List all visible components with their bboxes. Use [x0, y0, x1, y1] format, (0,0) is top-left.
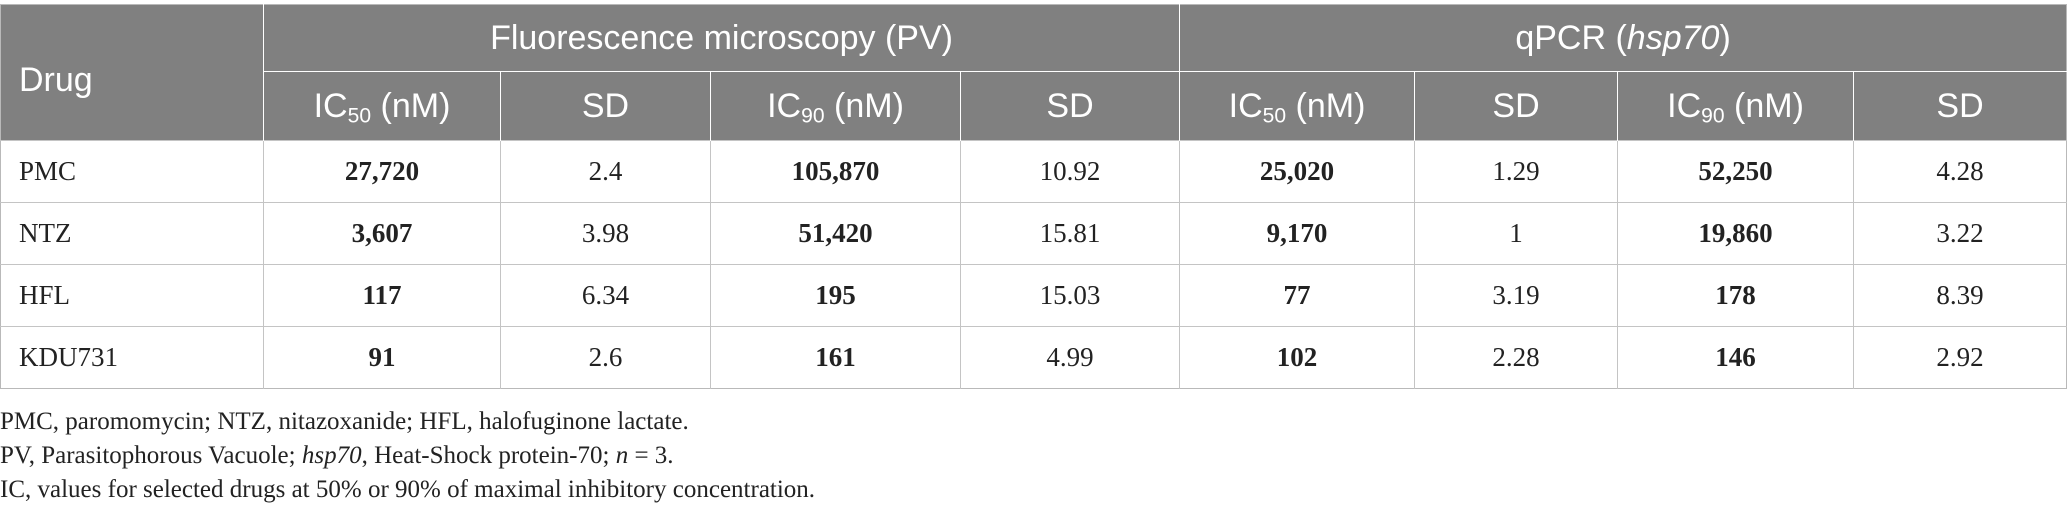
fm-ic50-cell: 27,720 — [263, 140, 501, 203]
q-ic90-cell: 146 — [1617, 326, 1855, 389]
q-sd50-cell: 1.29 — [1414, 140, 1619, 203]
q-ic50-cell: 9,170 — [1179, 202, 1416, 265]
fm-ic90-cell: 51,420 — [710, 202, 961, 265]
drug-cell: NTZ — [0, 202, 264, 265]
fm-sd50-cell: 2.6 — [500, 326, 711, 389]
table-row: NTZ 3,607 3.98 51,420 15.81 9,170 1 19,8… — [0, 202, 2067, 265]
table-footnotes: PMC, paromomycin; NTZ, nitazoxanide; HFL… — [0, 405, 815, 507]
fm-sd50-cell: 6.34 — [500, 264, 711, 327]
q-sd50-cell: 1 — [1414, 202, 1619, 265]
fm-sd90-cell: 15.03 — [960, 264, 1181, 327]
drug-cell: PMC — [0, 140, 264, 203]
col-header-fm-ic50: IC50 (nM) — [263, 71, 501, 141]
q-ic50-cell: 77 — [1179, 264, 1416, 327]
drug-cell: HFL — [0, 264, 264, 327]
q-sd50-cell: 2.28 — [1414, 326, 1619, 389]
footnote-abbreviations: PMC, paromomycin; NTZ, nitazoxanide; HFL… — [0, 408, 689, 435]
q-sd90-cell: 4.28 — [1853, 140, 2067, 203]
group-header-fluorescence: Fluorescence microscopy (PV) — [263, 4, 1181, 72]
table-row: HFL 117 6.34 195 15.03 77 3.19 178 8.39 — [0, 264, 2067, 327]
q-sd90-cell: 8.39 — [1853, 264, 2067, 327]
fm-ic90-cell: 105,870 — [710, 140, 961, 203]
q-sd90-cell: 2.92 — [1853, 326, 2067, 389]
fm-sd90-cell: 4.99 — [960, 326, 1181, 389]
q-ic50-cell: 102 — [1179, 326, 1416, 389]
q-ic90-cell: 52,250 — [1617, 140, 1855, 203]
q-sd90-cell: 3.22 — [1853, 202, 2067, 265]
col-header-q-ic90: IC90 (nM) — [1617, 71, 1855, 141]
fm-ic50-cell: 3,607 — [263, 202, 501, 265]
header-row-columns: IC50 (nM) SD IC90 (nM) SD IC50 (nM) SD I… — [1, 71, 2067, 141]
fm-ic50-cell: 117 — [263, 264, 501, 327]
fm-sd50-cell: 2.4 — [500, 140, 711, 203]
drug-cell: KDU731 — [0, 326, 264, 389]
q-sd50-cell: 3.19 — [1414, 264, 1619, 327]
fm-sd90-cell: 10.92 — [960, 140, 1181, 203]
col-header-q-sd50: SD — [1414, 71, 1619, 141]
footnote-pv-hsp70: PV, Parasitophorous Vacuole; hsp70, Heat… — [0, 442, 674, 469]
fm-ic50-cell: 91 — [263, 326, 501, 389]
fm-sd50-cell: 3.98 — [500, 202, 711, 265]
fm-sd90-cell: 15.81 — [960, 202, 1181, 265]
q-ic90-cell: 178 — [1617, 264, 1855, 327]
fm-ic90-cell: 195 — [710, 264, 961, 327]
col-header-fm-ic90: IC90 (nM) — [710, 71, 961, 141]
q-ic90-cell: 19,860 — [1617, 202, 1855, 265]
col-header-fm-sd50: SD — [500, 71, 711, 141]
drug-header: Drug — [0, 4, 264, 141]
header-row-groups: Drug Fluorescence microscopy (PV) qPCR (… — [0, 4, 2067, 141]
ic-results-table: Drug Fluorescence microscopy (PV) qPCR (… — [0, 4, 2068, 389]
q-ic50-cell: 25,020 — [1179, 140, 1416, 203]
col-header-fm-sd90: SD — [960, 71, 1181, 141]
col-header-q-ic50: IC50 (nM) — [1179, 71, 1416, 141]
footnote-ic-definition: IC, values for selected drugs at 50% or … — [0, 476, 816, 503]
fm-ic90-cell: 161 — [710, 326, 961, 389]
col-header-q-sd90: SD — [1853, 71, 2067, 141]
group-header-qpcr: qPCR (hsp70) — [1179, 4, 2067, 72]
table-row: KDU731 91 2.6 161 4.99 102 2.28 146 2.92 — [0, 326, 2067, 389]
table-row: PMC 27,720 2.4 105,870 10.92 25,020 1.29… — [0, 140, 2067, 203]
